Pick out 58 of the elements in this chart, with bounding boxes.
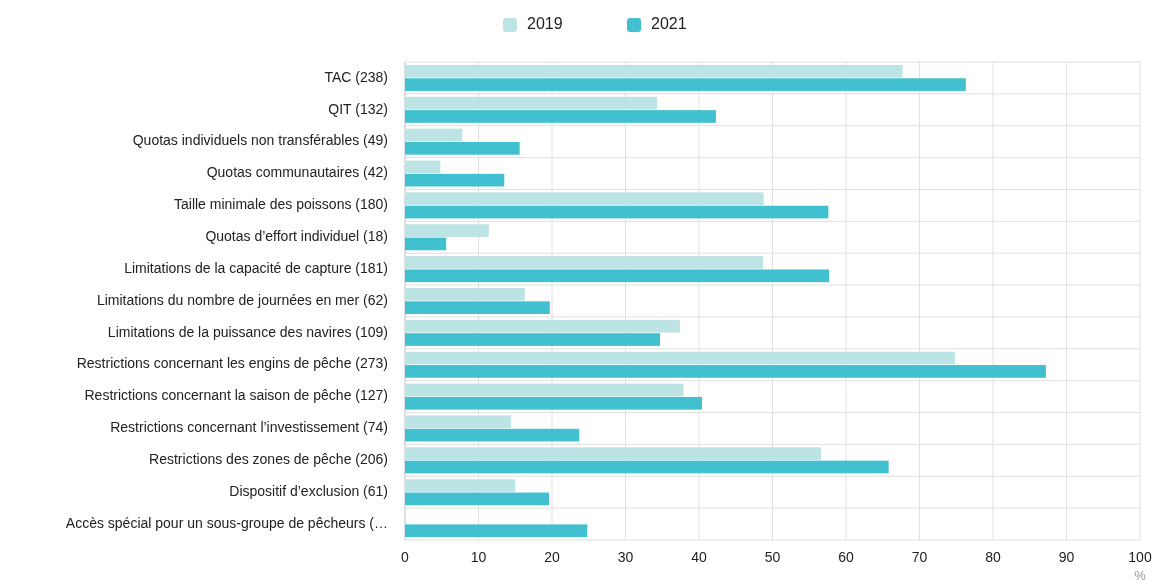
y-tick-label: Limitations de la capacité de capture (181) xyxy=(124,259,388,276)
y-tick-label: Quotas d’effort individuel (18) xyxy=(205,227,388,244)
bar xyxy=(405,319,680,333)
bar xyxy=(405,64,903,78)
bar xyxy=(405,256,763,269)
x-tick-label: 50 xyxy=(764,549,781,565)
y-tick-label: Restrictions concernant l’investissement (74) xyxy=(110,419,388,436)
x-tick-label: 100 xyxy=(1128,549,1152,565)
x-tick-label: 20 xyxy=(544,549,560,565)
bar xyxy=(405,460,889,474)
bar xyxy=(405,383,684,397)
y-tick-label: Quotas communautaires (42) xyxy=(206,164,388,181)
bar xyxy=(405,333,661,346)
legend-label: 2019 xyxy=(527,15,563,33)
bar xyxy=(405,224,489,237)
x-tick-label: 30 xyxy=(617,549,634,565)
y-tick-label: TAC (238) xyxy=(324,68,388,85)
bar xyxy=(405,142,520,155)
bar xyxy=(405,396,702,410)
bar xyxy=(405,492,550,506)
x-tick-label: 90 xyxy=(1058,549,1075,565)
bar xyxy=(405,428,580,442)
x-tick-label: 40 xyxy=(691,549,707,565)
x-tick-label: 80 xyxy=(985,549,1001,565)
bar xyxy=(405,237,447,251)
bar xyxy=(405,415,511,429)
bar xyxy=(405,479,516,492)
y-tick-label: Accès spécial pour un sous-groupe de pêcheurs (… xyxy=(65,514,388,531)
bar xyxy=(405,269,830,283)
bar xyxy=(405,288,525,301)
x-axis-title: % xyxy=(1134,568,1147,583)
y-tick-label: QIT (132) xyxy=(328,100,388,117)
y-tick-label: Limitations du nombre de journées en mer (62) xyxy=(96,291,388,308)
bar xyxy=(405,301,550,314)
y-tick-label: Limitations de la puissance des navires (109) xyxy=(107,323,388,340)
y-tick-label: Restrictions des zones de pêche (206) xyxy=(149,451,388,468)
y-tick-label: Taille minimale des poissons (180) xyxy=(174,196,388,213)
y-tick-label: Quotas individuels non transférables (49) xyxy=(132,132,388,149)
bar xyxy=(405,78,966,91)
bar xyxy=(405,128,463,142)
y-tick-label: Restrictions concernant les engins de pêche (273) xyxy=(76,355,388,372)
y-tick-label: Restrictions concernant la saison de pêche (127) xyxy=(84,387,388,404)
x-tick-label: 10 xyxy=(470,549,487,565)
bar xyxy=(405,447,822,460)
x-tick-label: 60 xyxy=(838,549,854,565)
bar xyxy=(405,205,829,219)
legend-label: 2021 xyxy=(651,15,687,33)
bar xyxy=(405,96,658,110)
bar xyxy=(405,173,505,187)
bar xyxy=(405,160,441,174)
bar xyxy=(405,524,588,538)
bar xyxy=(405,351,955,365)
bar xyxy=(405,110,716,123)
x-tick-label: 0 xyxy=(401,549,410,565)
bar xyxy=(405,192,764,206)
y-tick-label: Dispositif d’exclusion (61) xyxy=(229,482,388,499)
x-tick-label: 70 xyxy=(911,549,928,565)
bar xyxy=(405,365,1046,378)
